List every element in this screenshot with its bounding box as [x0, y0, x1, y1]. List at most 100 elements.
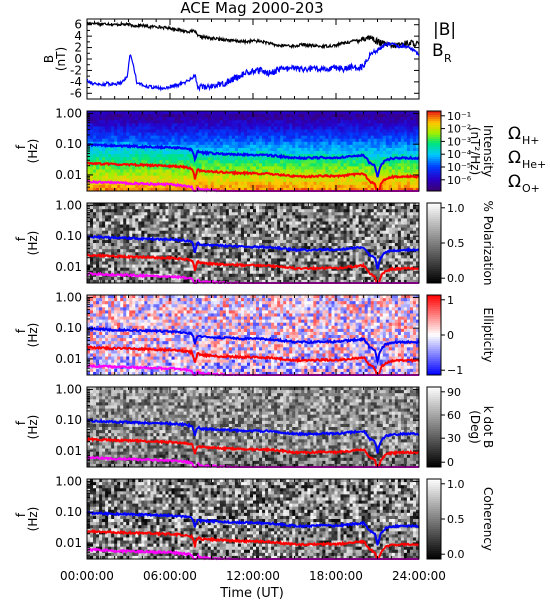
polarization-cell: [144, 267, 148, 272]
polarization-cell: [186, 209, 191, 213]
spectral_intensity-cell: [391, 138, 396, 143]
spectral_intensity-colorbar-swatch: [427, 137, 441, 140]
spectral_intensity-cell: [301, 111, 305, 115]
spectral_intensity-cell: [331, 114, 335, 118]
spectral_intensity-cell: [96, 151, 100, 155]
spectral_intensity-cell: [304, 114, 308, 118]
spectral_intensity-cell: [385, 144, 390, 149]
spectral_intensity-cell: [367, 184, 372, 189]
spectral_intensity-cell: [207, 129, 212, 133]
polarization-cell: [225, 261, 230, 265]
polarization-cell: [283, 276, 287, 281]
spectral_intensity-cell: [147, 169, 151, 173]
spectral_intensity-cell: [141, 135, 145, 140]
polarization-cell: [228, 255, 233, 259]
spectral_intensity-cell: [340, 151, 344, 155]
polarization-cell: [141, 261, 145, 265]
spectral_intensity-cell: [277, 126, 281, 130]
spectral_intensity-cell: [132, 135, 136, 140]
polarization-cell: [274, 258, 278, 262]
polarization-cell: [153, 215, 157, 219]
spectral_intensity-cell: [225, 172, 230, 177]
spectral_intensity-cell: [268, 141, 272, 146]
spectral_intensity-cell: [397, 172, 402, 177]
spectral_intensity-cell: [310, 138, 314, 143]
spectral_intensity-cell: [213, 138, 218, 143]
spectral_intensity-cell: [138, 166, 142, 170]
spectral_intensity-cell: [234, 181, 239, 186]
polarization-cell: [228, 261, 233, 265]
spectral_intensity-cell: [256, 132, 260, 137]
spectral_intensity-cell: [361, 184, 366, 189]
polarization-cell: [253, 267, 257, 272]
polarization-cell: [295, 221, 299, 225]
polarization-cell: [237, 270, 242, 275]
polarization-cell: [204, 249, 209, 253]
spectral_intensity-cell: [93, 126, 97, 130]
polarization-cell: [108, 239, 112, 244]
polarization-cell: [219, 236, 224, 241]
spectral_intensity-cell: [225, 123, 230, 127]
spectral_intensity-cell: [316, 147, 320, 152]
spectral_intensity-cell: [204, 138, 209, 143]
spectral_intensity-cell: [412, 144, 417, 149]
polarization-cell: [271, 261, 275, 265]
spectral_intensity-cell: [349, 117, 353, 121]
polarization-cell: [295, 209, 299, 213]
spectral_intensity-cell: [358, 160, 363, 164]
polarization-cell: [253, 255, 257, 259]
spectral_intensity-cell: [262, 181, 266, 186]
spectral_intensity-cell: [319, 187, 323, 192]
spectral_intensity-ytick-label: 0.01: [55, 168, 82, 182]
spectral_intensity-cell: [259, 117, 263, 121]
spectral_intensity-cell: [334, 135, 338, 140]
polarization-cell: [298, 203, 302, 207]
spectral_intensity-cell: [231, 157, 236, 161]
spectral_intensity-cell: [141, 160, 145, 164]
spectral_intensity-cell: [280, 126, 284, 130]
spectral_intensity-cell: [328, 166, 332, 170]
spectral_intensity-cell: [240, 117, 245, 121]
spectral_intensity-cell: [141, 117, 145, 121]
polarization-cell: [102, 252, 106, 256]
polarization-cell: [186, 267, 191, 272]
spectral_intensity-cell: [174, 126, 178, 130]
spectral_intensity-cell: [123, 135, 127, 140]
spectral_intensity-cell: [328, 111, 332, 115]
spectral_intensity-cell: [246, 132, 251, 137]
spectral_intensity-cell: [249, 144, 254, 149]
polarization-cell: [138, 230, 142, 235]
spectral_intensity-cell: [159, 126, 163, 130]
spectral_intensity-cell: [355, 114, 360, 118]
spectral_intensity-cell: [108, 172, 112, 177]
polarization-cell: [90, 224, 94, 229]
spectral_intensity-cell: [207, 160, 212, 164]
polarization-cell: [253, 270, 257, 275]
polarization-cell: [159, 264, 163, 269]
polarization-cell: [198, 270, 203, 275]
spectral_intensity-cell: [165, 129, 169, 133]
polarization-cell: [207, 267, 212, 272]
polarization-cell: [234, 255, 239, 259]
polarization-cell: [162, 276, 166, 281]
spectral_intensity-cell: [355, 123, 360, 127]
polarization-cell: [249, 267, 254, 272]
polarization-cell: [256, 203, 260, 207]
spectral_intensity-cell: [367, 126, 372, 130]
spectral_intensity-cell: [364, 181, 369, 186]
polarization-cell: [298, 279, 302, 284]
polarization-cell: [171, 233, 175, 238]
spectral_intensity-cell: [219, 147, 224, 152]
spectral_intensity-cell: [379, 123, 384, 127]
spectral_intensity-cell: [298, 169, 302, 173]
polarization-cell: [162, 203, 166, 207]
spectral_intensity-cell: [382, 147, 387, 152]
spectral_intensity-cell: [138, 132, 142, 137]
spectral_intensity-cell: [183, 129, 187, 133]
polarization-cell: [283, 270, 287, 275]
polarization-cell: [256, 258, 260, 262]
spectral_intensity-cell: [234, 123, 239, 127]
spectral_intensity-cell: [237, 169, 242, 173]
spectral_intensity-cell: [388, 187, 393, 192]
spectral_intensity-cell: [337, 184, 341, 189]
